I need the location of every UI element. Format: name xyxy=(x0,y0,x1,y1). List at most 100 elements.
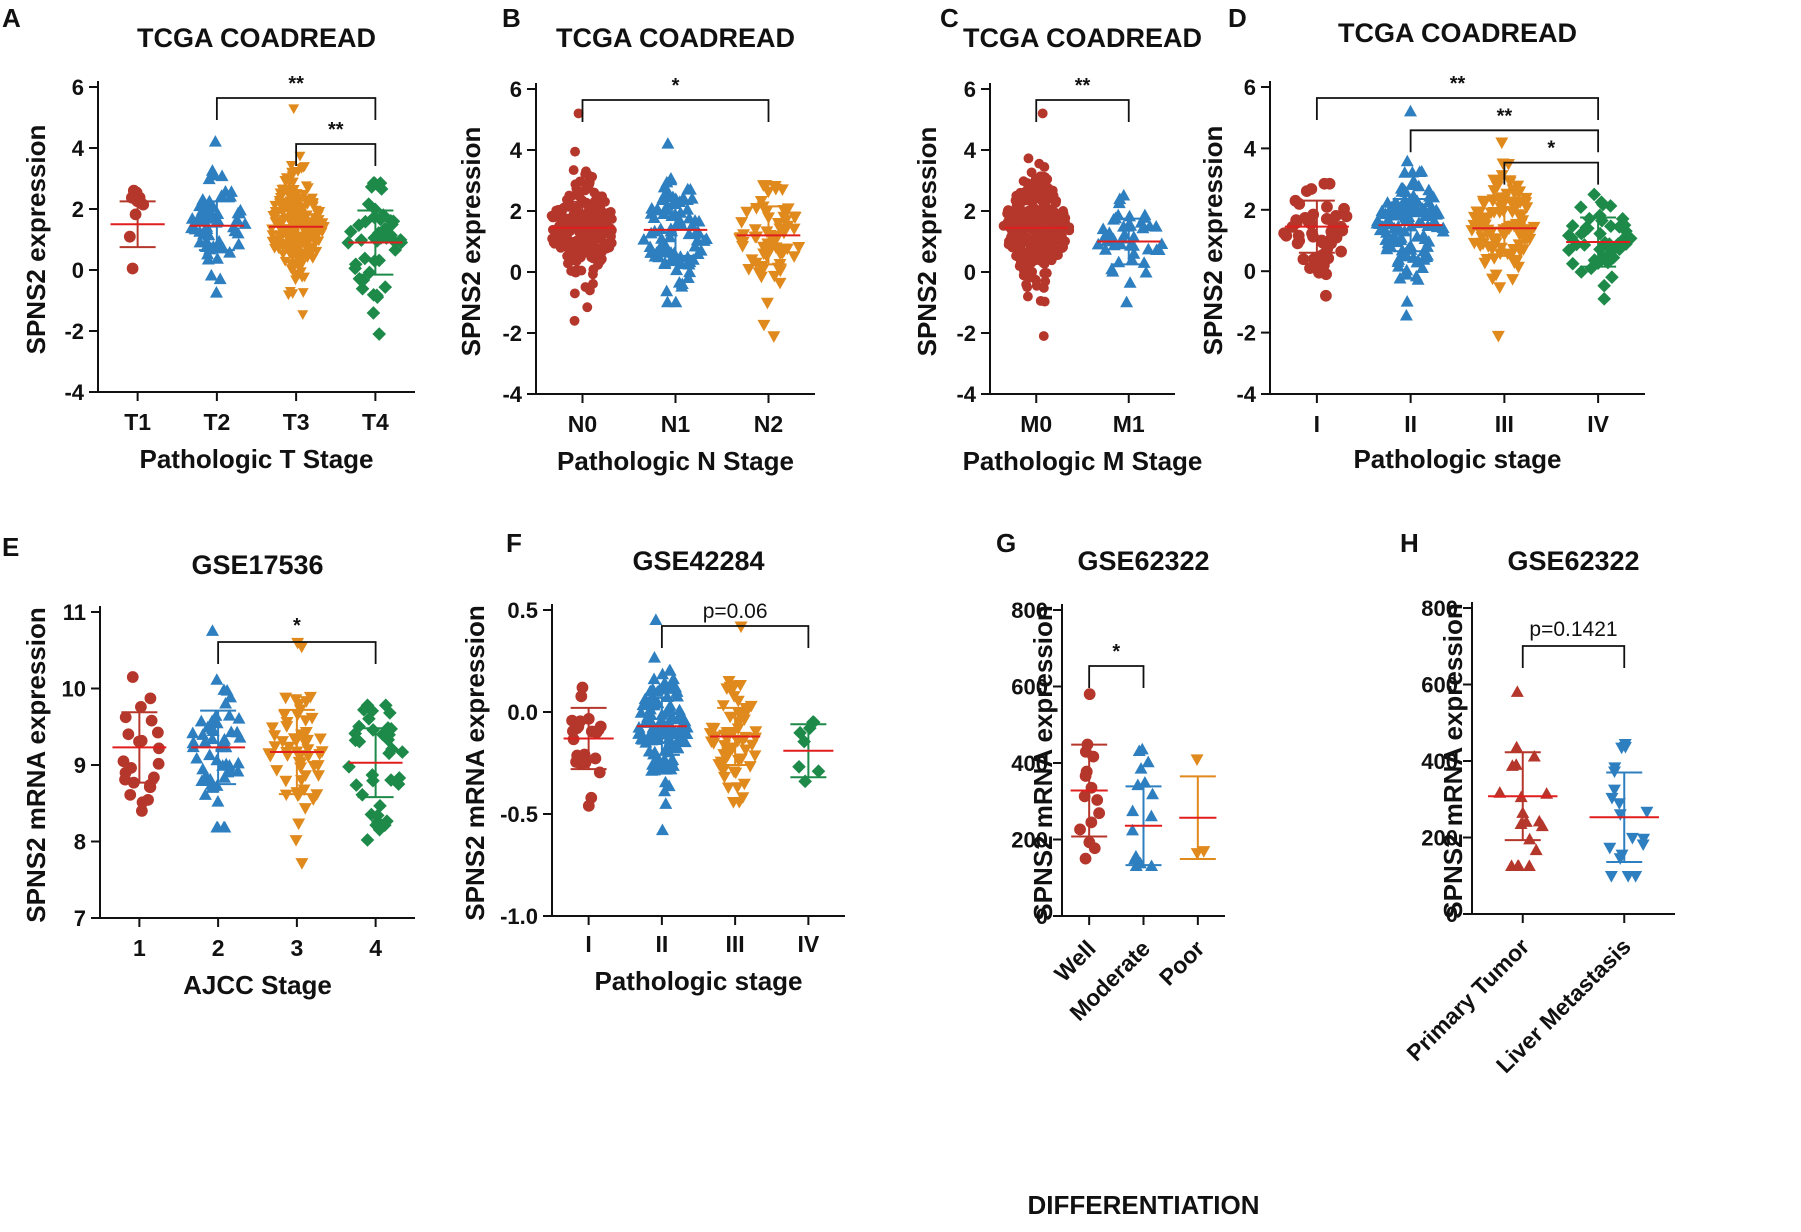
data-point xyxy=(354,233,369,247)
data-point xyxy=(699,232,713,244)
data-point xyxy=(1103,229,1117,242)
data-point xyxy=(716,765,730,778)
data-point xyxy=(126,671,139,683)
data-point xyxy=(204,268,218,281)
data-point xyxy=(1381,196,1395,208)
data-point xyxy=(1023,205,1034,216)
y-axis-label: SPNS2 expression xyxy=(912,127,942,357)
data-point xyxy=(293,260,305,271)
data-point xyxy=(265,722,279,734)
y-tick-label: 2 xyxy=(510,199,522,224)
data-point xyxy=(733,679,747,692)
data-point xyxy=(1087,750,1100,763)
y-tick-label: 8 xyxy=(74,830,86,855)
y-tick-label: -2 xyxy=(64,319,84,344)
data-point xyxy=(731,695,745,708)
data-point xyxy=(1391,207,1405,220)
data-point xyxy=(643,240,657,253)
data-point xyxy=(688,239,702,252)
data-point xyxy=(208,135,222,147)
data-point xyxy=(1112,196,1126,209)
data-point xyxy=(1606,250,1621,265)
data-point xyxy=(1617,218,1632,232)
data-point xyxy=(740,206,754,219)
data-point xyxy=(589,187,600,198)
data-point xyxy=(745,739,759,752)
data-point xyxy=(644,246,658,258)
data-point xyxy=(792,242,806,254)
significance-bracket xyxy=(1503,161,1600,185)
data-point xyxy=(743,761,757,773)
data-point xyxy=(586,252,597,263)
y-tick-label: 9 xyxy=(74,753,86,778)
x-axis-label: AJCC Stage xyxy=(183,970,332,1000)
x-tick-label: III xyxy=(1495,411,1514,437)
y-axis-label: SPNS2 mRNA expression xyxy=(460,605,490,920)
data-point xyxy=(233,203,247,216)
data-point xyxy=(1316,248,1329,261)
data-point xyxy=(584,178,595,188)
data-point xyxy=(231,226,245,239)
data-point xyxy=(1485,244,1499,256)
data-point xyxy=(1058,206,1069,216)
data-point xyxy=(1430,220,1444,233)
data-point xyxy=(1078,790,1091,803)
panel-label: D xyxy=(1228,3,1247,33)
data-point xyxy=(1617,231,1631,246)
data-point xyxy=(200,234,214,247)
data-point xyxy=(355,787,370,802)
data-point xyxy=(644,207,658,219)
data-point xyxy=(1511,261,1525,274)
data-point xyxy=(221,765,235,778)
data-point xyxy=(366,773,380,788)
data-point xyxy=(647,651,661,663)
data-point xyxy=(777,224,791,236)
data-point xyxy=(721,782,735,795)
data-point xyxy=(298,189,310,200)
data-point xyxy=(1083,688,1096,701)
data-point xyxy=(1500,188,1514,201)
data-point xyxy=(1380,242,1394,255)
data-point xyxy=(186,726,200,739)
data-point xyxy=(292,269,304,280)
chart-title: TCGA COADREAD xyxy=(963,23,1202,53)
y-axis-label: SPNS2 expression xyxy=(1198,126,1228,356)
data-point xyxy=(292,818,306,831)
data-point xyxy=(666,723,680,735)
y-tick-label: 4 xyxy=(1244,136,1257,161)
x-tick-label: M0 xyxy=(1020,411,1052,437)
panel-label: F xyxy=(506,528,522,558)
data-point xyxy=(313,733,327,746)
data-point xyxy=(1126,804,1140,817)
data-point xyxy=(1404,104,1417,117)
data-point xyxy=(729,767,743,780)
data-point xyxy=(683,265,697,278)
data-point xyxy=(660,690,674,702)
data-point xyxy=(279,692,293,705)
y-tick-label: 6 xyxy=(964,77,976,102)
panel-f: F GSE42284 -1.0 -0.5 0.0 0.5 SPNS2 mRNA expres… xyxy=(460,528,845,996)
data-point xyxy=(645,764,659,776)
y-tick-label: 6 xyxy=(1244,75,1256,100)
data-point xyxy=(591,204,602,214)
data-point xyxy=(1041,247,1052,258)
data-point xyxy=(656,667,670,680)
data-point xyxy=(357,703,371,717)
data-point xyxy=(285,160,297,171)
data-point xyxy=(1411,254,1425,266)
chart-title: GSE62322 xyxy=(1077,546,1209,576)
significance-bracket xyxy=(217,641,377,664)
data-point xyxy=(231,756,245,769)
y-tick-label: -1.0 xyxy=(500,904,538,929)
data-point xyxy=(276,216,288,226)
data-point xyxy=(577,755,590,768)
x-tick-label: I xyxy=(1314,411,1320,437)
data-point xyxy=(1037,202,1048,213)
data-point xyxy=(1409,269,1423,282)
data-point xyxy=(122,728,135,741)
chart-title: TCGA COADREAD xyxy=(137,23,376,53)
data-point xyxy=(1096,222,1110,235)
data-point xyxy=(1565,256,1580,271)
data-point xyxy=(1026,193,1037,204)
